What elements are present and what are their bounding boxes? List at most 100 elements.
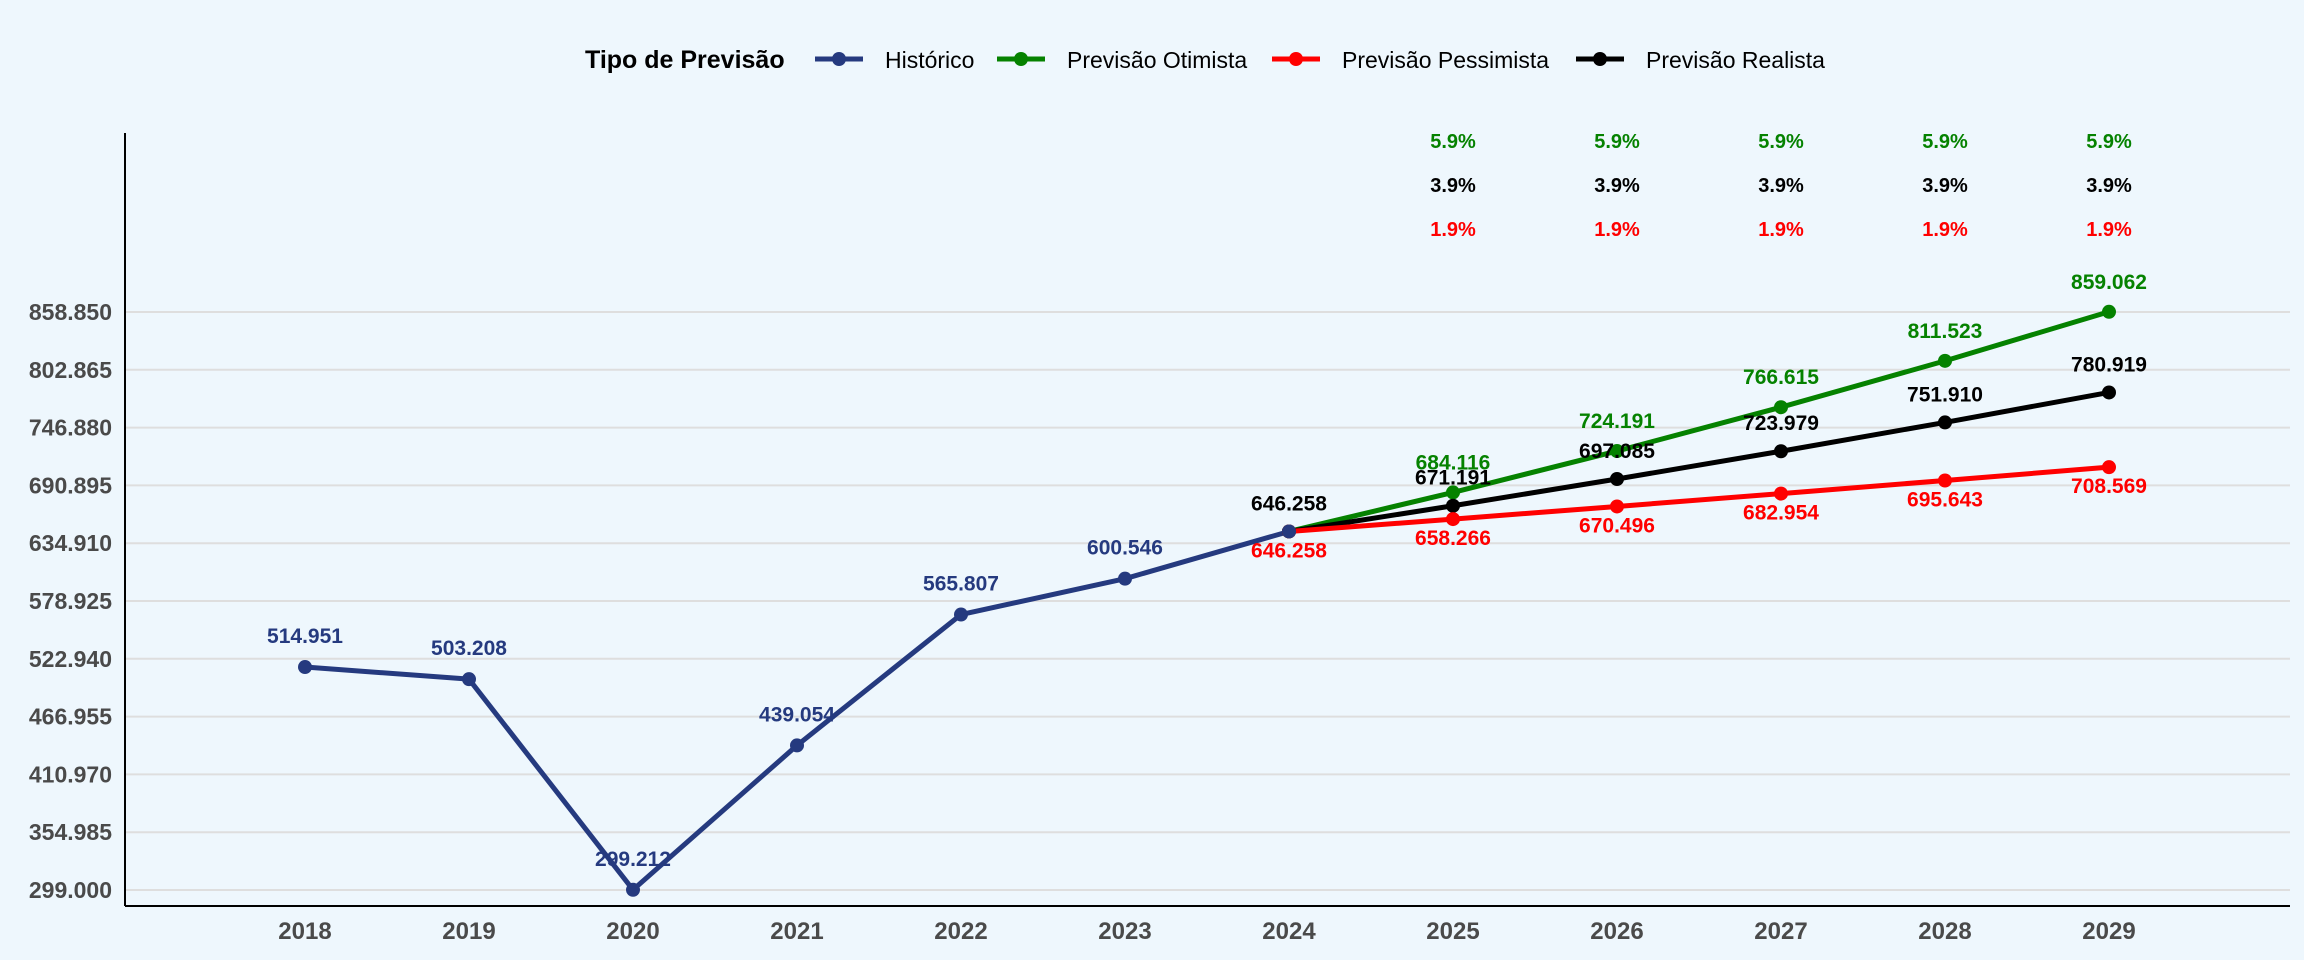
growth-rate-label: 1.9%: [1594, 219, 1640, 241]
legend-title: Tipo de Previsão: [585, 46, 785, 74]
data-label: 565.807: [923, 573, 999, 596]
data-label: 708.569: [2071, 475, 2147, 498]
growth-rate-label: 3.9%: [1430, 175, 1476, 197]
x-tick-label: 2020: [606, 918, 659, 945]
data-point: [1938, 415, 1952, 430]
x-tick-label: 2023: [1098, 918, 1151, 945]
legend-key-dot: [1593, 52, 1607, 66]
data-point: [1118, 571, 1132, 586]
growth-rate-label: 5.9%: [1758, 131, 1804, 153]
data-label: 671.191: [1415, 467, 1491, 490]
growth-rate-label: 3.9%: [1758, 175, 1804, 197]
data-label: 780.919: [2071, 353, 2147, 376]
data-point: [298, 660, 312, 675]
y-tick-label: 802.865: [29, 357, 112, 383]
data-point: [462, 672, 476, 687]
data-point: [1446, 485, 1460, 500]
y-tick-label: 690.895: [29, 472, 112, 498]
growth-rate-label: 1.9%: [1430, 219, 1476, 241]
data-point: [2102, 304, 2116, 319]
series-line: [1288, 389, 2110, 534]
growth-rate-label: 1.9%: [1922, 219, 1968, 241]
y-tick-label: 746.880: [29, 415, 112, 441]
data-point: [1938, 473, 1952, 488]
data-label: 646.258: [1251, 492, 1327, 515]
growth-rate-annotations: 5.9% 5.9% 5.9% 5.9% 5.9% 3.9% 3.9% 3.9% 3.9% 3.9%…: [1430, 131, 2132, 241]
data-point: [1610, 499, 1624, 514]
data-label: 724.191: [1579, 410, 1655, 433]
legend-entry-label: Previsão Realista: [1646, 47, 1825, 73]
data-label: 684.116: [1416, 451, 1491, 474]
growth-rate-label: 5.9%: [2086, 131, 2132, 153]
growth-rate-label: 1.9%: [2086, 219, 2132, 241]
data-point: [1774, 444, 1788, 459]
x-tick-label: 2026: [1590, 918, 1643, 945]
data-label: 811.523: [1908, 320, 1983, 343]
growth-rate-label: 5.9%: [1922, 131, 1968, 153]
legend-entry-label: Previsão Otimista: [1067, 47, 1247, 73]
data-point: [1774, 400, 1788, 415]
data-point: [1446, 498, 1460, 513]
x-tick-label: 2018: [278, 918, 331, 945]
data-point: [2102, 460, 2116, 475]
data-point: [1610, 472, 1624, 487]
y-tick-label: 578.925: [29, 588, 112, 614]
data-point: [1938, 353, 1952, 368]
data-point: [1446, 512, 1460, 527]
data-point: [1774, 486, 1788, 501]
data-label: 514.951: [267, 625, 343, 648]
legend-key-dot: [1014, 52, 1028, 66]
data-point: [1610, 444, 1624, 459]
data-point: [2102, 385, 2116, 400]
data-label: 600.546: [1087, 537, 1163, 560]
x-tick-label: 2029: [2082, 918, 2135, 945]
legend-key-dot: [832, 52, 846, 66]
data-point: [954, 607, 968, 622]
data-label: 859.062: [2071, 271, 2147, 294]
growth-rate-label: 5.9%: [1594, 131, 1640, 153]
y-tick-label: 858.850: [29, 299, 112, 325]
legend-key-dot: [1289, 52, 1303, 66]
data-label: 646.258: [1251, 539, 1327, 562]
data-label: 299.212: [595, 848, 671, 871]
data-label: 658.266: [1415, 527, 1491, 550]
axes: [124, 133, 2290, 907]
data-label: 723.979: [1743, 412, 1819, 435]
y-tick-label: 522.940: [29, 646, 112, 672]
x-tick-label: 2025: [1426, 918, 1479, 945]
data-label: 503.208: [431, 637, 507, 660]
y-tick-label: 466.955: [29, 704, 112, 730]
legend-entry-label: Histórico: [885, 47, 974, 73]
growth-rate-label: 5.9%: [1430, 131, 1476, 153]
data-label: 751.910: [1907, 383, 1983, 406]
y-tick-label: 354.985: [29, 819, 112, 845]
y-tick-label: 634.910: [29, 530, 112, 556]
x-tick-label: 2028: [1918, 918, 1971, 945]
y-tick-label: 299.000: [29, 877, 112, 903]
data-label: 695.643: [1907, 488, 1983, 511]
growth-rate-label: 3.9%: [2086, 175, 2132, 197]
x-tick-label: 2024: [1262, 918, 1316, 945]
x-tick-label: 2021: [770, 918, 823, 945]
x-tick-labels: 2018 2019 2020 2021 2022 2023 2024 2025 2026 2027…: [278, 918, 2135, 945]
series-points: [298, 304, 2116, 897]
series-line: [1288, 464, 2110, 534]
growth-rate-label: 3.9%: [1922, 175, 1968, 197]
data-label: 766.615: [1743, 366, 1819, 389]
data-label: 697.085: [1579, 440, 1655, 463]
data-label: 439.054: [759, 703, 835, 726]
data-label: 670.496: [1579, 514, 1655, 537]
x-tick-label: 2019: [442, 918, 495, 945]
legend-entry-label: Previsão Pessimista: [1342, 47, 1549, 73]
y-tick-label: 410.970: [29, 761, 112, 787]
data-point: [1282, 524, 1296, 539]
legend: Tipo de Previsão Histórico Previsão Otimi…: [585, 46, 1825, 74]
x-tick-label: 2022: [934, 918, 987, 945]
growth-rate-label: 1.9%: [1758, 219, 1804, 241]
y-tick-labels: 299.000 354.985 410.970 466.955 522.940 578.9…: [29, 299, 112, 903]
growth-rate-label: 3.9%: [1594, 175, 1640, 197]
series-line: [1288, 309, 2110, 534]
data-labels: 514.951 503.208 299.212 439.054 565.807 600.5…: [267, 271, 2147, 871]
x-tick-label: 2027: [1754, 918, 1807, 945]
